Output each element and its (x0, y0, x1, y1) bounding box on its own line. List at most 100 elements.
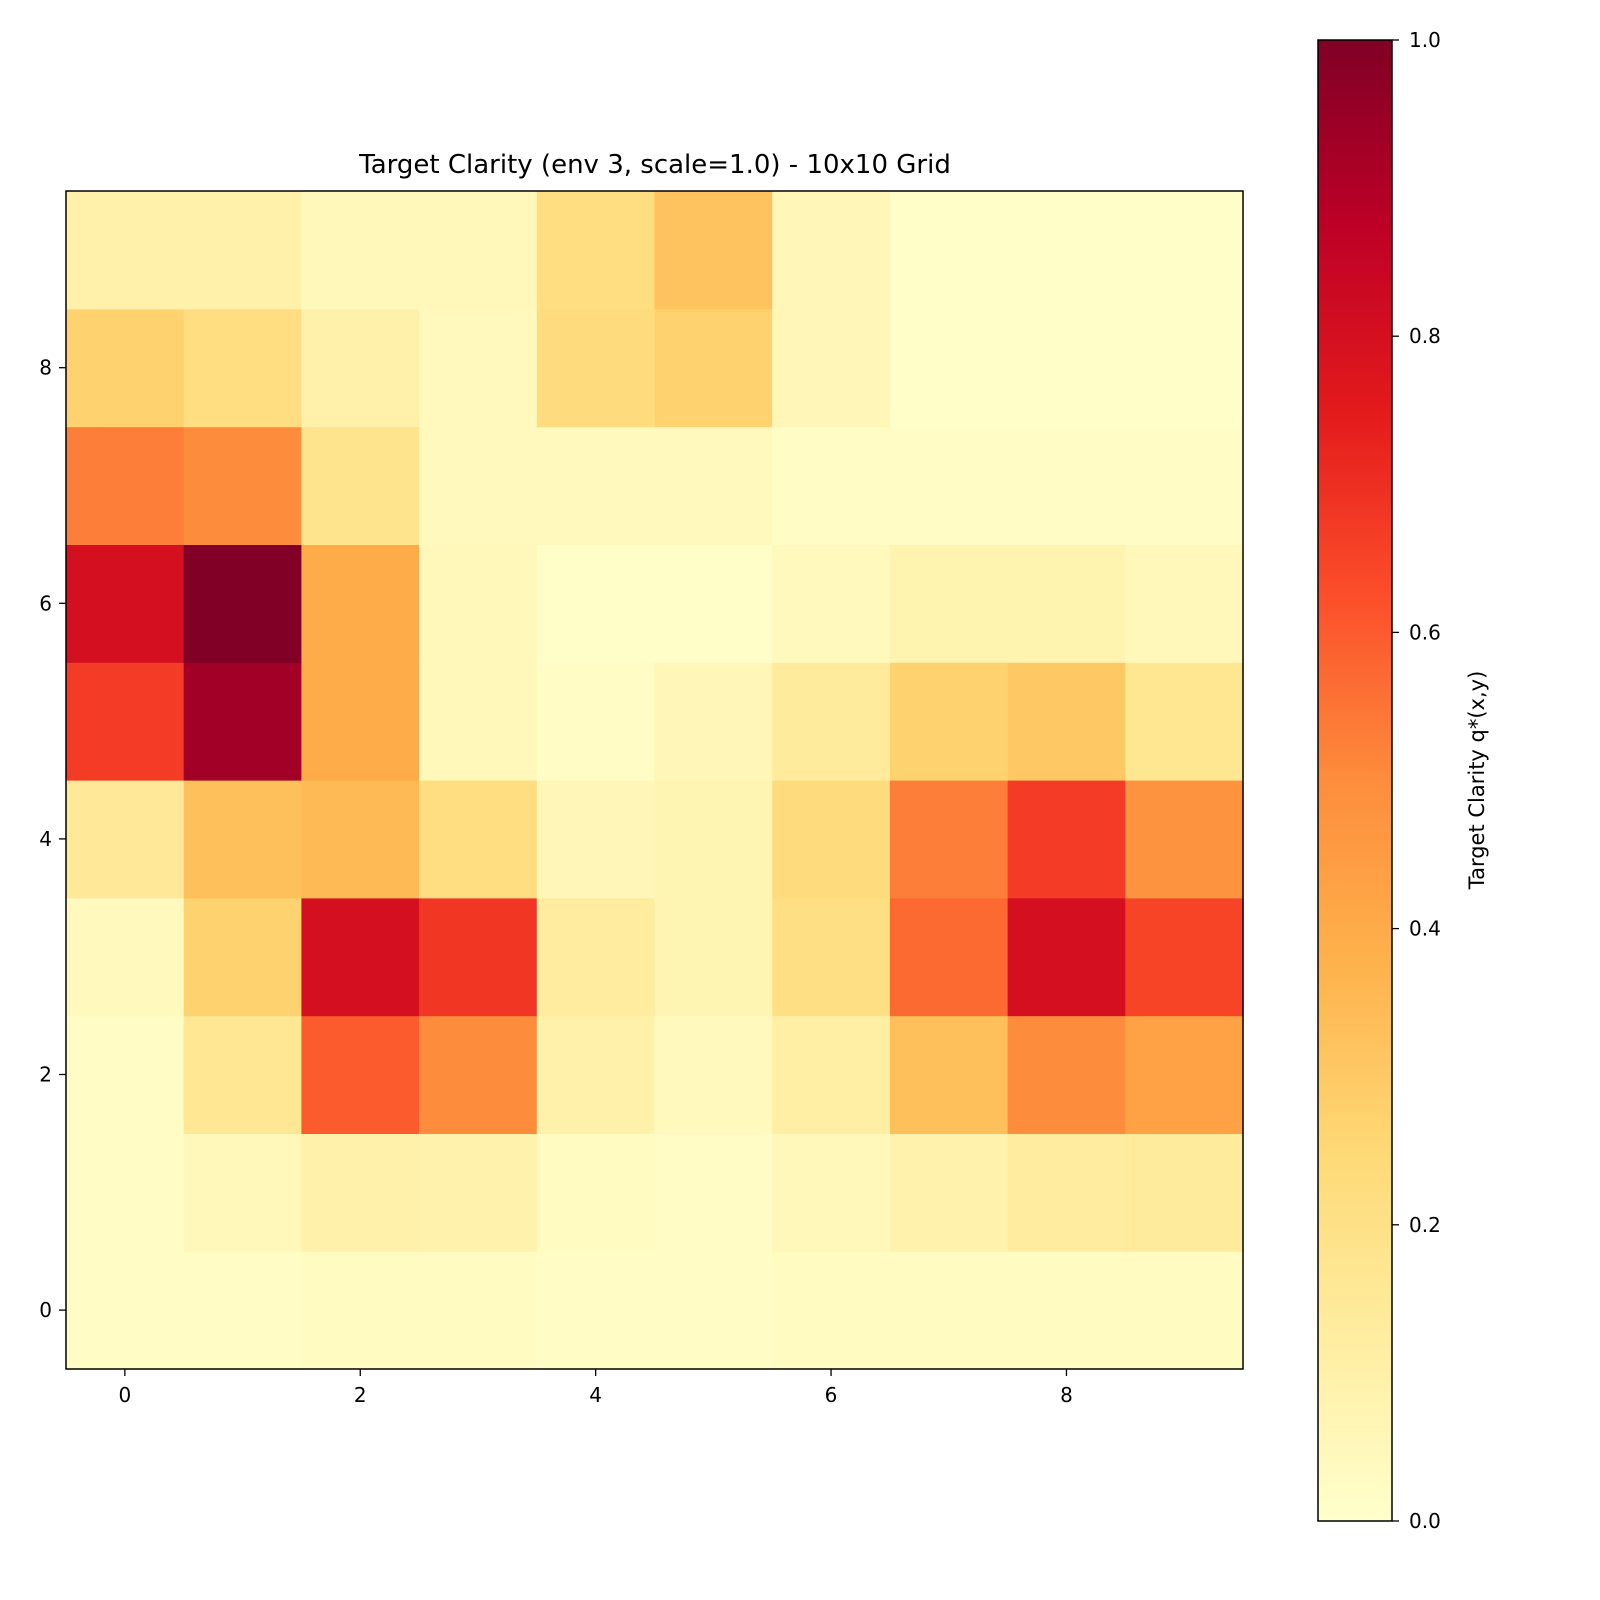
heatmap-cell (183, 780, 302, 899)
heatmap-cell (419, 544, 538, 663)
x-tick-label: 6 (825, 1383, 838, 1407)
colorbar-tick-label: 0.4 (1409, 917, 1441, 941)
heatmap-cell (419, 426, 538, 545)
heatmap-cell (301, 191, 420, 310)
colorbar-tick-label: 0.2 (1409, 1213, 1441, 1237)
y-tick-label: 8 (39, 356, 52, 380)
heatmap-cell (772, 1133, 891, 1252)
heatmap-cell (772, 1015, 891, 1134)
heatmap-cell (889, 426, 1009, 545)
heatmap-cell (889, 1251, 1009, 1370)
heatmap-cell (772, 426, 891, 545)
y-tick-label: 2 (39, 1063, 52, 1087)
x-tick-label: 8 (1060, 1383, 1073, 1407)
x-axis: 0 2 4 6 8 (118, 1369, 1073, 1407)
heatmap-cell (654, 544, 773, 663)
heatmap-cell (654, 662, 773, 781)
heatmap-cell (66, 897, 185, 1017)
heatmap-cell (772, 308, 891, 428)
heatmap-cell (301, 1133, 420, 1252)
heatmap-cell (772, 191, 891, 310)
heatmap-cell (536, 544, 656, 663)
heatmap-cell (889, 544, 1009, 663)
heatmap-cell (66, 544, 185, 663)
heatmap-cell (536, 191, 656, 310)
heatmap-cell (419, 1251, 538, 1370)
heatmap-cell (66, 426, 185, 545)
heatmap-cell (183, 544, 302, 663)
heatmap-cell (1125, 308, 1244, 428)
heatmap-cell (889, 1015, 1009, 1134)
heatmap-cell (301, 544, 420, 663)
heatmap-cell (536, 897, 656, 1017)
heatmap-cell (1007, 191, 1126, 310)
heatmap-cell (1125, 780, 1244, 899)
heatmap-cell (301, 662, 420, 781)
colorbar (1317, 39, 1393, 1522)
heatmap-cell (536, 780, 656, 899)
heatmap-cell (772, 544, 891, 663)
colorbar-axis: 0.0 0.2 0.4 0.6 0.8 1.0 (1392, 28, 1441, 1533)
heatmap-cell (183, 1133, 302, 1252)
y-tick-label: 6 (39, 591, 52, 615)
heatmap-cell (1125, 897, 1244, 1017)
heatmap-cell (183, 1015, 302, 1134)
heatmap-cell (1007, 1133, 1126, 1252)
heatmap-cell (889, 1133, 1009, 1252)
heatmap-cell (1007, 544, 1126, 663)
heatmap-cell (1125, 426, 1244, 545)
heatmap-cell (1007, 308, 1126, 428)
heatmap-cell (654, 308, 773, 428)
heatmap-cell (66, 780, 185, 899)
heatmap-cell (654, 1133, 773, 1252)
y-tick-label: 0 (39, 1298, 52, 1322)
chart-title: Target Clarity (env 3, scale=1.0) - 10x1… (358, 150, 951, 180)
heatmap-cell (419, 308, 538, 428)
heatmap-cell (536, 308, 656, 428)
heatmap-cell (1007, 426, 1126, 545)
heatmap-cell (183, 897, 302, 1017)
heatmap-cell (1125, 662, 1244, 781)
heatmap-cell (419, 1015, 538, 1134)
heatmap-cell (66, 1015, 185, 1134)
heatmap-cell (183, 662, 302, 781)
heatmap-cell (419, 780, 538, 899)
colorbar-label: Target Clarity q*(x,y) (1465, 671, 1489, 891)
x-tick-label: 2 (354, 1383, 367, 1407)
colorbar-tick-label: 0.8 (1409, 324, 1441, 348)
x-tick-label: 0 (118, 1383, 131, 1407)
heatmap-cell (183, 191, 302, 310)
heatmap-cell (654, 191, 773, 310)
colorbar-tick-label: 0.0 (1409, 1509, 1441, 1533)
heatmap-cell (889, 191, 1009, 310)
heatmap-cell (889, 897, 1009, 1017)
heatmap-cell (1125, 544, 1244, 663)
heatmap-cell (66, 191, 185, 310)
heatmap-cell (654, 426, 773, 545)
heatmap-cell (536, 1133, 656, 1252)
heatmap-cell (654, 897, 773, 1017)
heatmap-cell (1125, 1251, 1244, 1370)
heatmap-cell (772, 662, 891, 781)
heatmap-cell (536, 426, 656, 545)
heatmap-cell (301, 1251, 420, 1370)
heatmap-cell (1007, 780, 1126, 899)
heatmap-cell (301, 426, 420, 545)
heatmap-cell (1125, 1133, 1244, 1252)
colorbar-tick-label: 1.0 (1409, 28, 1441, 52)
y-axis: 0 2 4 6 8 (39, 356, 66, 1322)
heatmap-cell (889, 662, 1009, 781)
heatmap-cell (1007, 1015, 1126, 1134)
heatmap-cell (301, 308, 420, 428)
heatmap-cell (1125, 191, 1244, 310)
heatmap-cells (66, 191, 1244, 1370)
heatmap-cell (654, 780, 773, 899)
heatmap-cell (536, 1015, 656, 1134)
heatmap-cell (419, 897, 538, 1017)
heatmap-cell (536, 662, 656, 781)
plot-frame (65, 190, 1244, 1370)
heatmap-cell (419, 1133, 538, 1252)
x-tick-label: 4 (589, 1383, 602, 1407)
heatmap-cell (889, 308, 1009, 428)
